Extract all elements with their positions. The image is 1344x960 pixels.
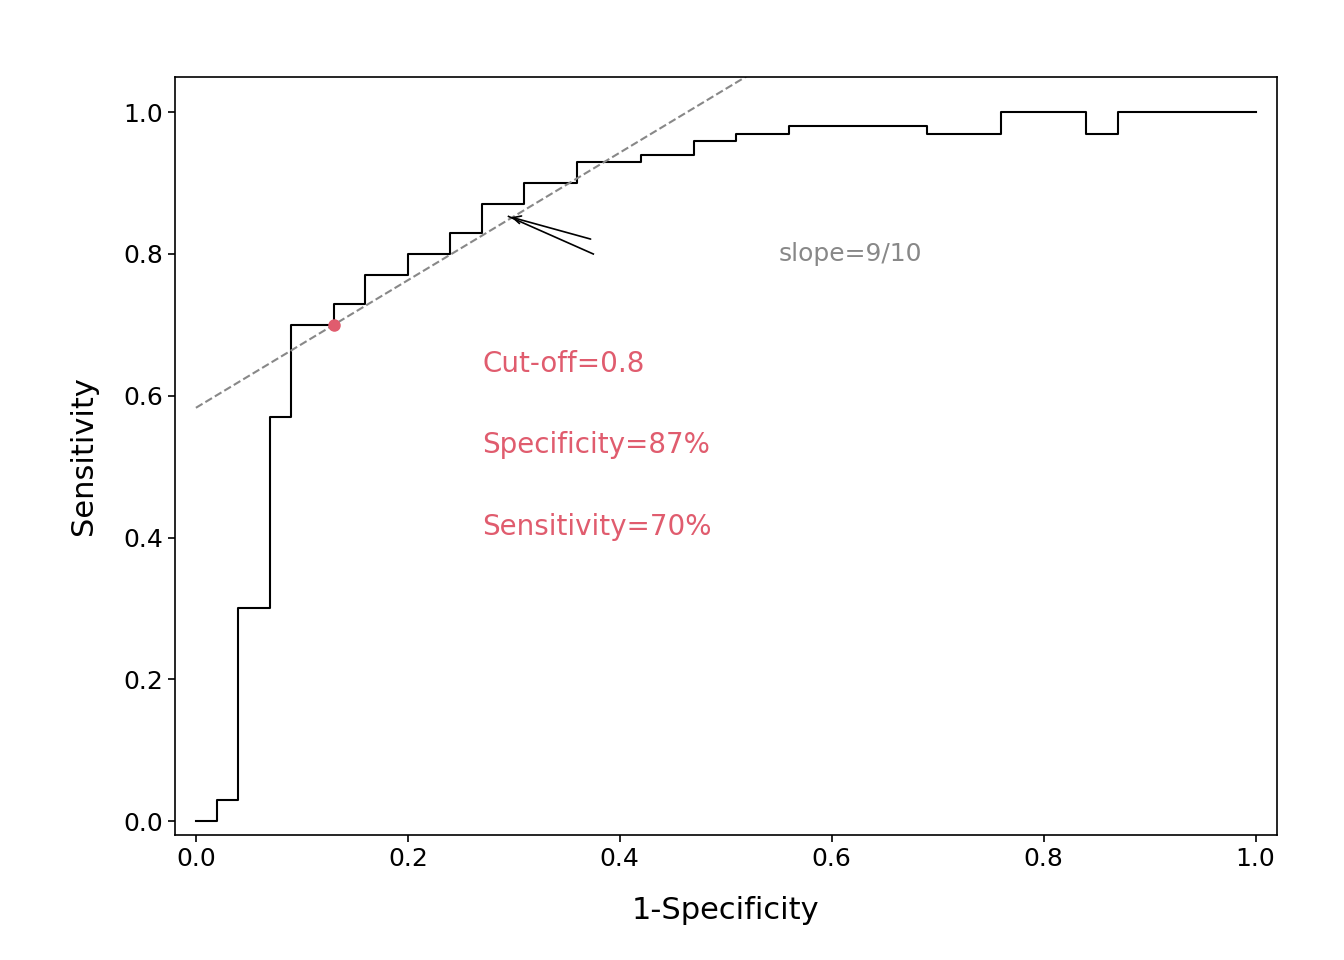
- Text: Cut-off=0.8: Cut-off=0.8: [482, 349, 644, 378]
- Text: Specificity=87%: Specificity=87%: [482, 431, 710, 460]
- Text: slope=9/10: slope=9/10: [778, 242, 922, 266]
- Text: Sensitivity=70%: Sensitivity=70%: [482, 513, 711, 540]
- Y-axis label: Sensitivity: Sensitivity: [69, 376, 98, 536]
- X-axis label: 1-Specificity: 1-Specificity: [632, 896, 820, 925]
